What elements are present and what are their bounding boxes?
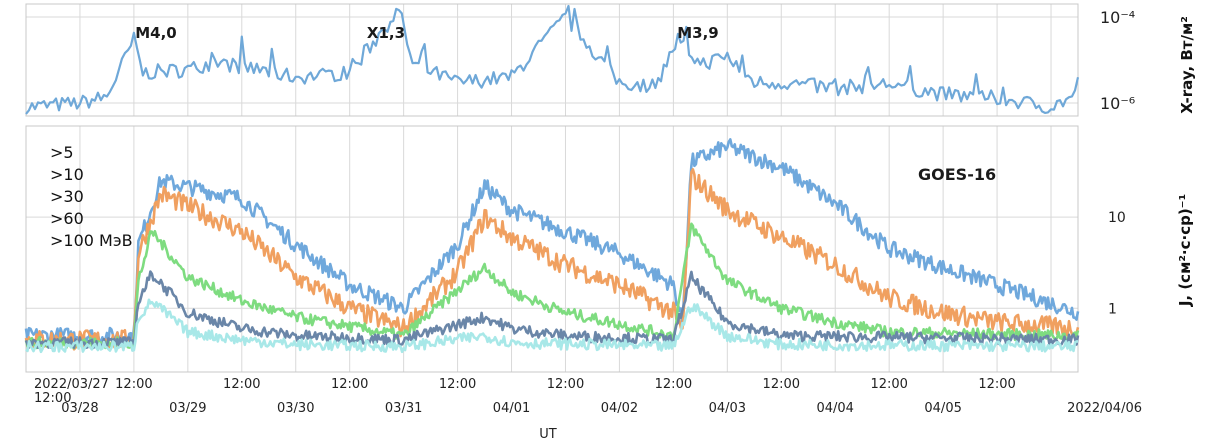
bottom-panel-y-ticks: 10 1 — [1108, 210, 1126, 317]
top-panel-annotations: M4,0 X1,3 M3,9 — [135, 24, 719, 42]
proton-flux-line — [24, 138, 1080, 346]
x-tick-label: 12:00 — [115, 377, 152, 392]
x-tick-label: 12:00 — [223, 377, 260, 392]
x-tick-label: 04/03 — [709, 401, 746, 416]
x-axis-label: UT — [539, 427, 557, 442]
top-panel-y-label: X-ray, Вт/м² — [1178, 16, 1196, 114]
legend-entry: >60 — [50, 209, 84, 228]
x-tick-label: 04/04 — [816, 401, 853, 416]
bottom-panel-series — [24, 138, 1080, 354]
legend-entry: >100 МэВ — [50, 231, 133, 250]
x-tick-label: 04/01 — [493, 401, 530, 416]
x-tick-label: 2022/03/27 — [34, 377, 109, 392]
x-tick-label: 04/02 — [601, 401, 638, 416]
top-panel-frame — [25, 3, 1079, 117]
x-tick-label: 12:00 — [655, 377, 692, 392]
x-tick-label: 03/29 — [169, 401, 206, 416]
x-tick-label: 03/30 — [277, 401, 314, 416]
x-tick-label: 12:00 — [34, 391, 71, 406]
proton-flux-line — [24, 222, 1080, 350]
x-tick-label: 12:00 — [547, 377, 584, 392]
x-tick-label: 03/28 — [61, 401, 98, 416]
legend-entry: >30 — [50, 187, 84, 206]
proton-flux-line — [25, 298, 1078, 354]
x-tick-label: 04/05 — [924, 401, 961, 416]
legend-entry: >5 — [50, 143, 74, 162]
top-y-tick-label: 10⁻⁴ — [1100, 8, 1135, 27]
flare-label: X1,3 — [367, 24, 405, 42]
top-y-tick-label: 10⁻⁶ — [1100, 94, 1135, 113]
x-tick-label: 12:00 — [331, 377, 368, 392]
bottom-y-tick-label: 10 — [1108, 210, 1126, 226]
x-tick-label: 03/31 — [385, 401, 422, 416]
flare-label: M3,9 — [677, 24, 719, 42]
x-tick-label: 2022/04/06 — [1067, 401, 1142, 416]
x-tick-label: 12:00 — [439, 377, 476, 392]
xray-flux-line — [25, 4, 1080, 115]
proton-flux-line — [24, 270, 1080, 350]
legend: >5 >10 >30 >60 >100 МэВ — [50, 143, 133, 250]
proton-flux-line — [24, 168, 1080, 351]
bottom-y-tick-label: 1 — [1108, 301, 1117, 317]
flare-label: M4,0 — [135, 24, 177, 42]
x-ticks-upper: 2022/03/27 12:00 12:00 12:00 12:00 12:00 12:00… — [34, 377, 1016, 392]
top-panel-y-ticks: 10⁻⁴ 10⁻⁶ — [1100, 8, 1135, 113]
chart-title: GOES-16 — [918, 165, 996, 184]
x-tick-label: 12:00 — [870, 377, 907, 392]
top-panel-series — [25, 4, 1080, 115]
bottom-panel-frame — [25, 125, 1079, 373]
x-tick-label: 12:00 — [978, 377, 1015, 392]
legend-entry: >10 — [50, 165, 84, 184]
top-panel-grid — [25, 4, 1078, 116]
x-tick-label: 12:00 — [763, 377, 800, 392]
bottom-panel-y-label: J, (см²·с·ср)⁻¹ — [1176, 194, 1194, 307]
